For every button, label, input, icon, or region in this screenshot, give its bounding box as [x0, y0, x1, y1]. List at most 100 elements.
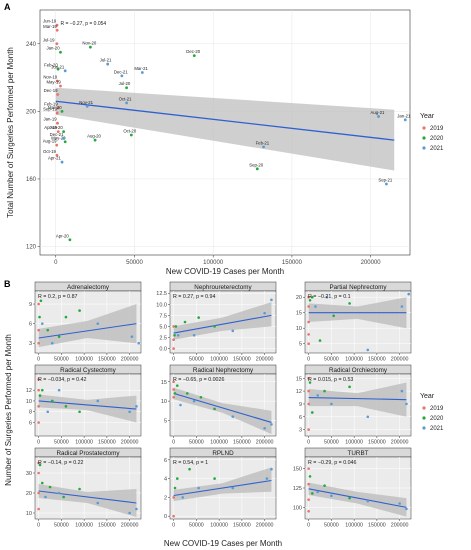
facet-point: [96, 322, 100, 325]
panel-a-point: [60, 160, 64, 164]
panel-a-x-tick-label: 200000: [361, 260, 382, 266]
facet-x-tick-label: 0: [37, 440, 40, 446]
panel-a-point: [129, 133, 133, 137]
panel-a-point-label: Mar-21: [134, 66, 148, 71]
facet-point: [57, 491, 61, 495]
panel-a-point-label: Nov-20: [82, 41, 96, 46]
facet-x-tick-label: 200000: [256, 523, 274, 529]
facet-y-tick-label: 3: [29, 341, 32, 347]
facet-x-tick-label: 0: [37, 523, 40, 529]
facet-x-tick-label: 0: [37, 357, 40, 363]
facet-point: [172, 347, 175, 350]
facet-point: [40, 322, 44, 325]
facet-y-tick-label: 9: [29, 302, 32, 308]
panel-a-point: [403, 118, 407, 122]
facet-confidence-band: [173, 467, 272, 502]
facet-point: [37, 378, 40, 381]
facet-x-tick-label: 100000: [345, 357, 363, 363]
facet-correlation-text: R = −0.034, p = 0.42: [38, 377, 86, 383]
facet-point: [128, 511, 131, 515]
facet-x-tick-label: 100000: [345, 440, 363, 446]
facet-confidence-band: [38, 304, 137, 348]
facet-y-tick-label: 12.5: [156, 291, 167, 297]
facet-point: [62, 495, 65, 499]
panel-a-y-tick-label: 240: [26, 42, 37, 48]
facet-point: [188, 467, 191, 471]
facet-y-tick-label: 5.0: [159, 324, 167, 330]
panel-a-point: [59, 84, 62, 88]
panel-a-point-label: Apr-19: [44, 125, 58, 130]
facet-x-tick-label: 50000: [324, 357, 339, 363]
facet-title: Nephroureterectomy: [194, 284, 252, 291]
facet-point: [270, 423, 273, 426]
facet-point: [199, 395, 203, 399]
facet-point: [37, 471, 40, 475]
facet-y-tick-label: 100: [293, 505, 302, 511]
panel-a-point: [55, 143, 59, 147]
facet-y-tick-label: 20: [26, 491, 32, 497]
panel-a-point: [55, 23, 59, 27]
facet-point: [173, 486, 177, 490]
facet-x-tick-label: 50000: [189, 523, 204, 529]
panel-a-point: [60, 109, 64, 113]
facet-point: [307, 509, 310, 513]
facet-y-tick-label: 12: [26, 388, 32, 394]
facet-point: [330, 494, 333, 498]
panel-a-point: [55, 111, 59, 115]
facet-point: [37, 507, 40, 511]
facet-point: [307, 333, 310, 336]
facet-confidence-band: [38, 394, 137, 423]
facet-x-tick-label: 150000: [368, 523, 386, 529]
facet-x-tick-label: 150000: [233, 357, 251, 363]
panel-a-point: [125, 101, 128, 105]
facet-point: [366, 348, 370, 352]
facet-point: [270, 467, 273, 471]
panel-b-legend-swatch: [422, 416, 426, 420]
panel-a-point-label: Sep-20: [249, 162, 263, 167]
facet-point: [64, 315, 68, 319]
facet-radical-prostatectomy: Radical Prostatectomy R = −0.14, p = 0.22…: [26, 447, 142, 529]
panel-a-point: [85, 104, 89, 108]
facet-x-tick-label: 100000: [75, 523, 93, 529]
facet-point: [179, 403, 182, 407]
facet-x-tick-label: 200000: [391, 523, 409, 529]
facet-point: [407, 292, 411, 296]
panel-a-point-label: Aug-21: [371, 110, 385, 115]
facet-confidence-band: [308, 382, 407, 417]
facet-point: [308, 299, 312, 302]
panel-b-legend-label: 2019: [430, 406, 444, 412]
facet-correlation-text: R = −0.21, p = 0.1: [308, 294, 351, 300]
facet-point: [78, 410, 81, 414]
facet-point: [307, 320, 310, 324]
facet-y-tick-label: 8: [29, 410, 32, 416]
panel-b-label: B: [4, 279, 11, 289]
panel-a-regression-line: [55, 100, 395, 141]
panel-a-legend-swatch: [422, 126, 426, 130]
panel-a-point-label: Oct-21: [119, 96, 133, 101]
panel-a-legend-label: 2020: [430, 136, 444, 142]
facet-point: [213, 477, 216, 480]
panel-a-point-label: May-19: [46, 80, 61, 85]
facet-x-tick-label: 200000: [391, 357, 409, 363]
facet-point: [310, 295, 314, 299]
panel-a-x-axis-title: New COVID-19 Cases per Month: [166, 267, 284, 276]
facet-radical-orchiectomy: Radical Orchiectomy R = 0.015, p = 0.53 3 6…: [296, 364, 412, 446]
facet-x-tick-label: 0: [172, 523, 175, 529]
facet-point: [173, 392, 177, 395]
facet-point: [366, 499, 370, 503]
facet-x-tick-label: 150000: [233, 523, 251, 529]
facet-y-tick-label: 6: [29, 322, 32, 328]
facet-y-tick-label: 0: [164, 514, 167, 520]
facet-y-tick-label: 6: [164, 458, 167, 464]
facet-point: [307, 482, 310, 486]
panel-a-point: [55, 153, 59, 157]
facet-correlation-text: R = 0.27, p = 0.94: [173, 294, 215, 300]
facet-point: [308, 381, 312, 384]
facet-y-tick-label: 4: [164, 477, 167, 483]
facet-y-tick-label: 7.5: [159, 313, 167, 319]
facet-x-tick-label: 100000: [345, 523, 363, 529]
facet-y-tick-label: 0.0: [159, 347, 167, 353]
panel-a-point: [120, 74, 124, 78]
facet-x-tick-label: 100000: [210, 440, 228, 446]
